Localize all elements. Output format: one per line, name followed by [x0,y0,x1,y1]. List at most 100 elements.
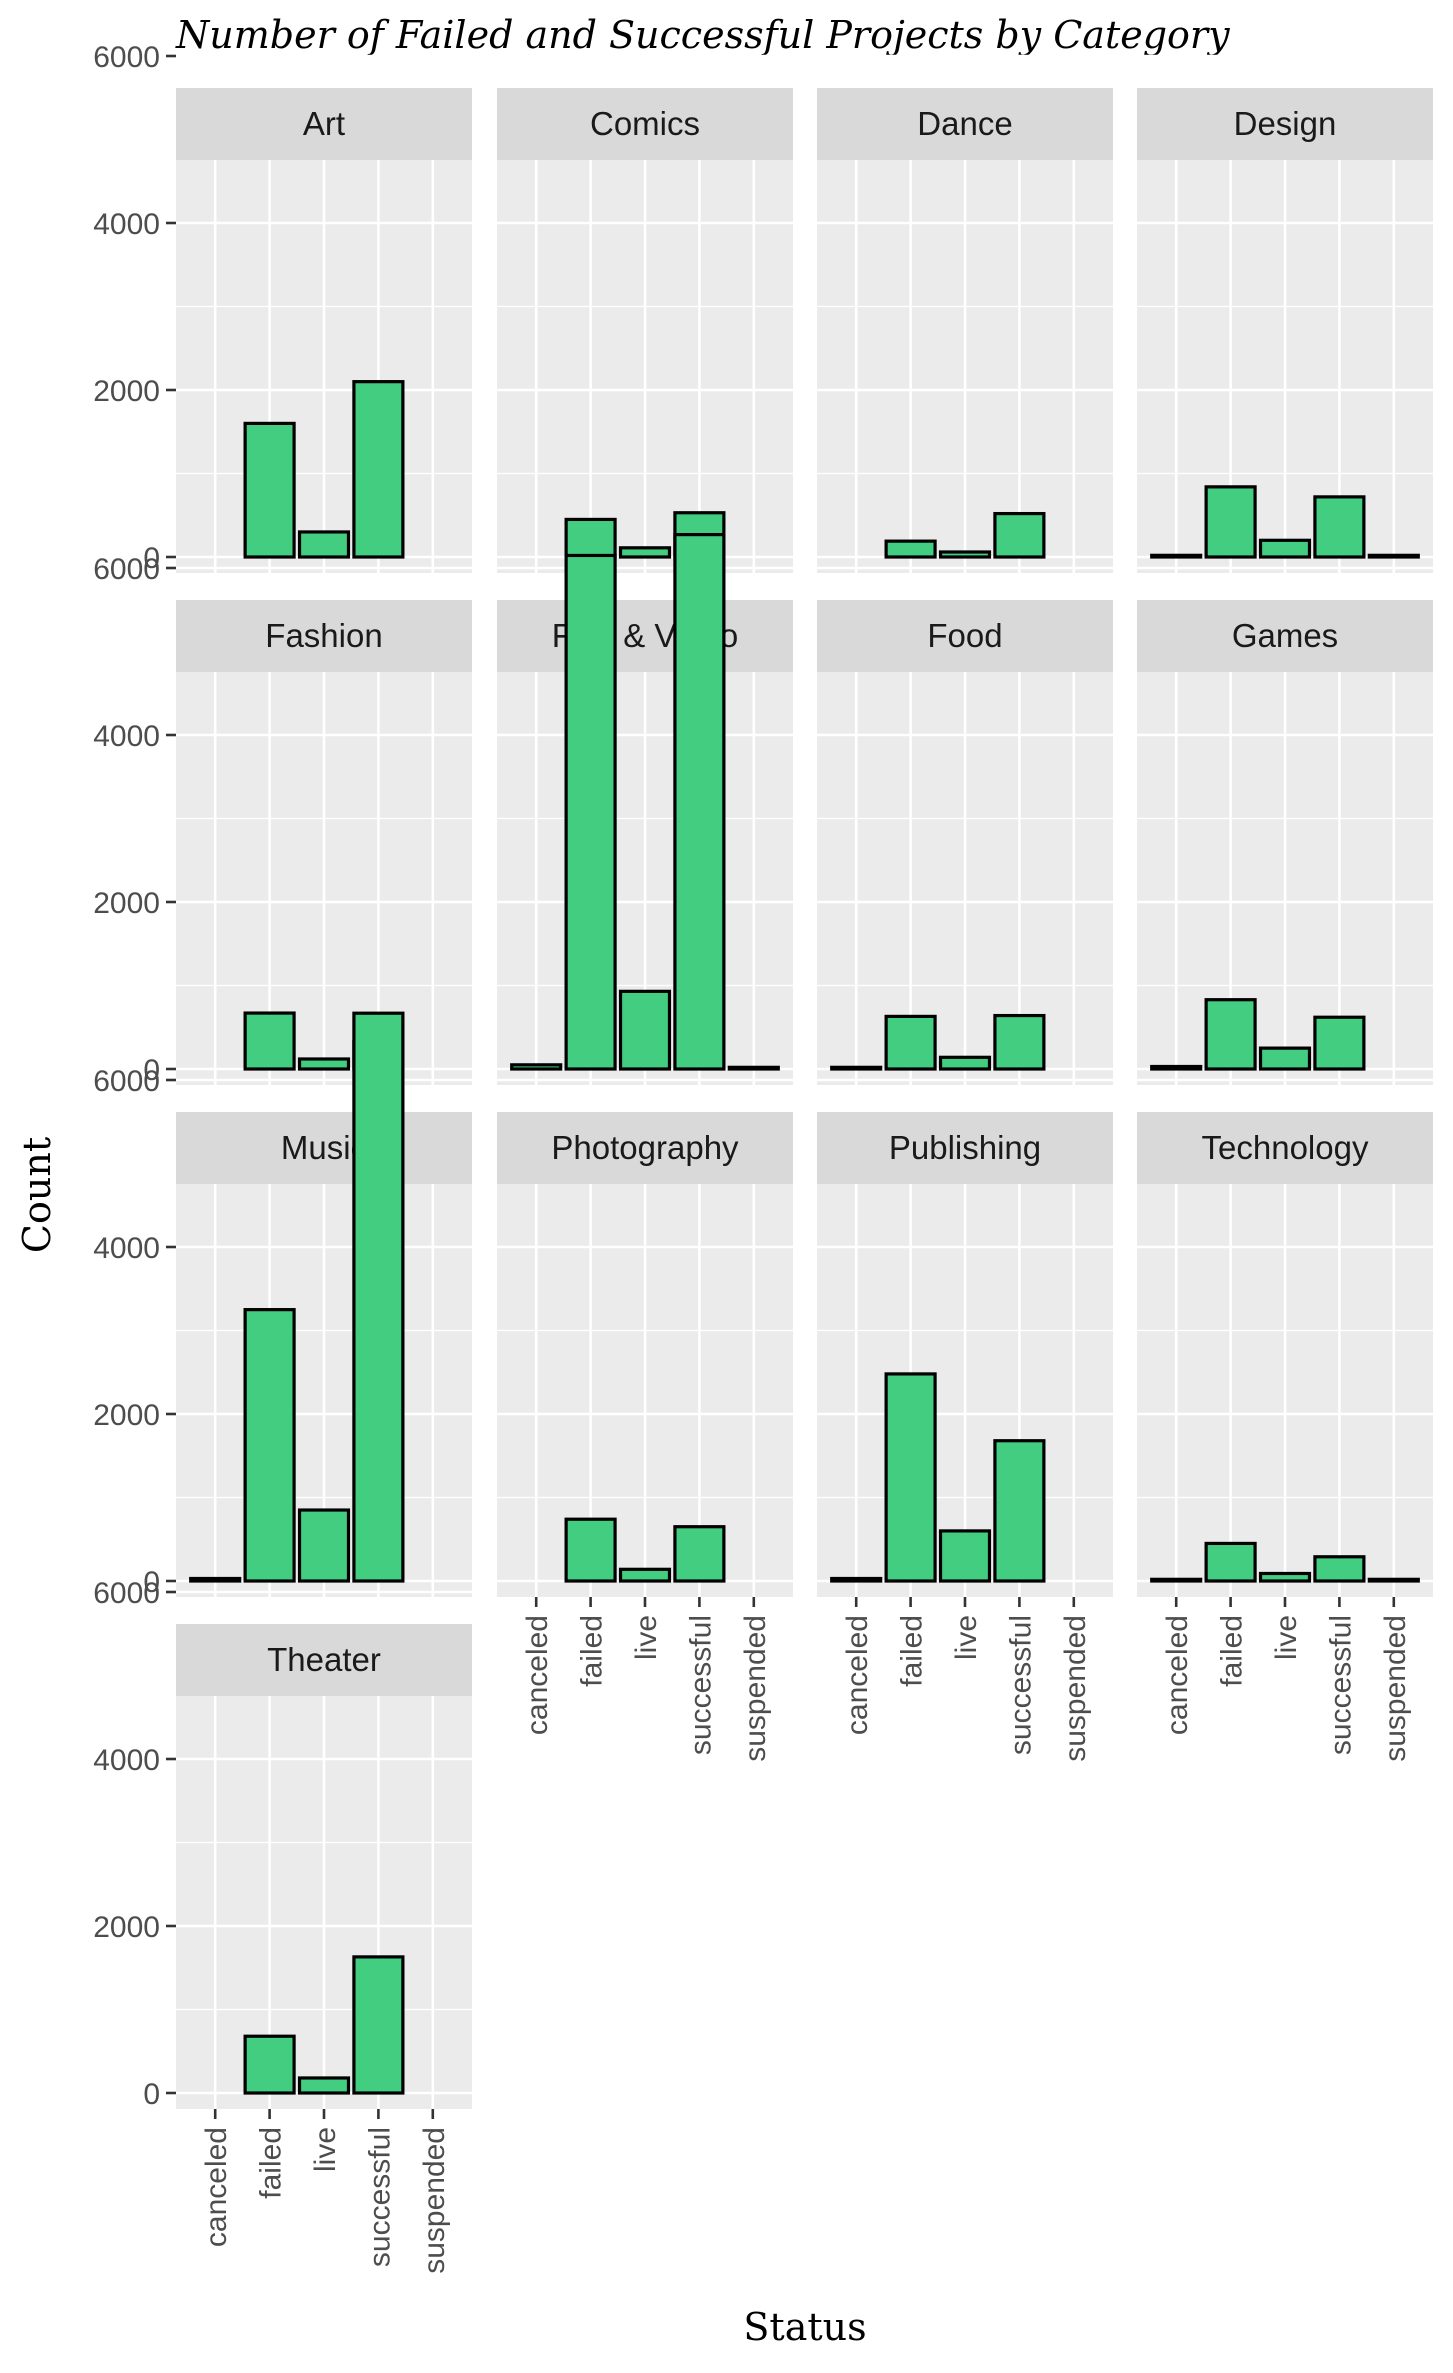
facet-strip-label: Comics [590,105,700,142]
y-tick-label: 0 [143,1054,160,1087]
facet-strip-label: Food [927,617,1002,654]
x-tick-label: live [309,2127,342,2172]
y-axis-label: Count [15,1137,59,1253]
bar-theater-live [297,2076,351,2095]
x-tick-label: live [1270,1615,1303,1660]
facet-strip [176,88,472,160]
y-tick-label: 0 [143,2078,160,2111]
chart-title: Number of Failed and Successful Projects… [175,13,1230,57]
bar-photography-successful [673,1525,726,1583]
bar-publishing-successful [993,1439,1046,1583]
y-tick-label: 6000 [93,1577,160,1610]
bar-games-canceled [1150,1064,1203,1071]
x-tick-label: failed [1216,1615,1249,1687]
x-tick-label: canceled [200,2127,233,2247]
y-tick-label: 6000 [93,1065,160,1098]
facet-games: Games [1137,566,1433,1085]
facet-strip [176,1112,472,1184]
y-tick-label: 4000 [93,1744,160,1777]
bar-technology-failed [1204,1541,1257,1583]
facet-strip-label: Technology [1202,1129,1369,1166]
bar-dance-failed [884,539,937,559]
x-tick-label: failed [255,2127,288,2199]
bar-photography-live [618,1567,672,1583]
x-tick-label: canceled [1161,1615,1194,1735]
x-tick-label: suspended [1379,1615,1412,1762]
bar-games-successful [1313,1015,1366,1071]
bar-film-video-successful [673,532,726,1071]
facet-strip [497,600,793,672]
facet-strip [497,88,793,160]
facet-strip [817,1112,1113,1184]
bar-design-failed [1204,485,1257,559]
facet-art: Art 0 2000 4000 6000 [93,41,472,575]
bar-publishing-canceled [830,1576,883,1583]
facet-food: Food [817,566,1113,1085]
bar-music-live [297,1508,351,1583]
x-tick-label: suspended [739,1615,772,1762]
facet-photography: Photography canceled failed live successful s… [497,1078,793,1762]
y-tick-label: 4000 [93,208,160,241]
bar-technology-suspended [1367,1577,1420,1583]
y-tick-label: 6000 [93,553,160,586]
facet-film-video: Film & Video [497,532,793,1085]
facet-publishing: Publishing canceled failed live successful su… [817,1078,1113,1762]
bar-publishing-live [938,1529,992,1583]
facet-strip [817,600,1113,672]
bar-music-failed [243,1308,296,1583]
facet-strip [1137,1112,1433,1184]
bar-design-live [1258,538,1312,559]
facet-strip [1137,88,1433,160]
x-tick-label: suspended [1059,1615,1092,1762]
facet-strip [176,1624,472,1696]
facet-strip-label: Publishing [889,1129,1041,1166]
bar-dance-successful [993,511,1046,559]
bar-food-live [938,1055,992,1071]
y-tick-label: 4000 [93,1232,160,1265]
y-tick-label: 2000 [93,1399,160,1432]
facet-theater: Theater 0 2000 4000 6000 canceled failed live su… [93,1577,472,2274]
y-tick-label: 2000 [93,1911,160,1944]
bar-film-video-suspended [727,1065,780,1071]
bar-music-successful [352,1011,405,1583]
x-tick-label: successful [1004,1615,1037,1755]
bar-music-canceled [189,1576,242,1583]
facet-technology: Technology canceled failed live successful su… [1137,1078,1433,1762]
x-tick-label: failed [576,1615,609,1687]
x-tick-label: canceled [841,1615,874,1735]
bar-film-video-canceled [510,1063,563,1071]
x-tick-label: live [950,1615,983,1660]
bar-fashion-live [297,1057,351,1071]
x-tick-label: successful [1324,1615,1357,1755]
facet-strip-label: Art [303,105,345,142]
facet-panels: Art 0 2000 4000 6000 Comics Dance Design Fashion… [93,41,1433,2274]
facet-strip [497,1112,793,1184]
facet-strip-label: Design [1234,105,1337,142]
x-tick-label: failed [896,1615,929,1687]
facet-fashion: Fashion 0 2000 4000 6000 [93,553,472,1087]
bar-art-successful [352,380,405,559]
bar-theater-successful [352,1955,405,2095]
bar-comics-failed [564,517,617,559]
facet-strip-label: Fashion [265,617,382,654]
bar-comics-live [618,546,672,559]
x-tick-label: successful [363,2127,396,2267]
facet-strip-label: Theater [267,1641,381,1678]
facet-strip [176,600,472,672]
y-tick-label: 2000 [93,887,160,920]
bar-art-failed [243,421,296,559]
facet-strip-label: Games [1232,617,1338,654]
bar-publishing-failed [884,1372,937,1583]
bar-theater-failed [243,2034,296,2095]
x-axis-label: Status [743,2305,866,2349]
facet-strip-label: Dance [917,105,1012,142]
x-tick-label: successful [684,1615,717,1755]
facet-strip-label: Photography [551,1129,739,1166]
bar-design-suspended [1367,553,1420,559]
bar-film-video-failed [564,553,617,1071]
x-tick-label: canceled [521,1615,554,1735]
facet-comics: Comics [497,54,793,573]
facet-strip [1137,600,1433,672]
